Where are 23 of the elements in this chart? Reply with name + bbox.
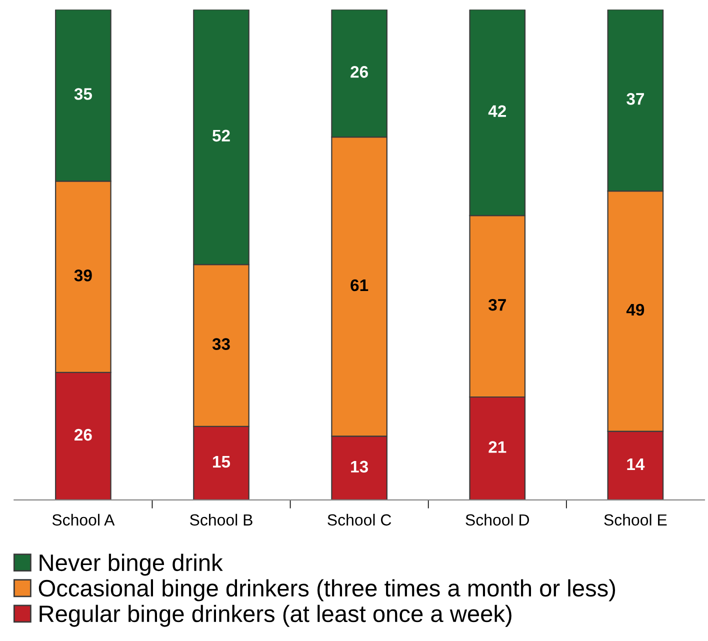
x-tick-label: School D [466,514,530,526]
legend-label: Never binge drink [40,554,223,576]
x-tick-label: School C [328,514,392,526]
data-label: 35 [74,88,92,100]
x-tick-label: School A [52,514,115,526]
data-label: 26 [350,66,368,78]
data-label: 13 [351,460,368,473]
data-label: 21 [488,441,506,453]
data-label: 52 [212,130,230,142]
legend-label: Regular binge drinkers (at least once a week) [40,604,512,627]
data-label: 49 [626,304,644,316]
x-tick-label: School B [190,514,252,526]
data-label: 42 [488,105,506,117]
data-label: 33 [212,338,230,350]
data-label: 37 [626,93,644,105]
data-label: 39 [74,270,92,282]
data-label: 37 [488,298,506,311]
data-label: 14 [627,458,645,470]
x-tick-label: School E [604,514,667,526]
data-label: 26 [74,428,92,441]
data-label: 61 [350,279,368,292]
legend-label: Occasional binge drinkers (three times a month or less) [38,579,616,602]
data-label: 15 [213,456,230,468]
